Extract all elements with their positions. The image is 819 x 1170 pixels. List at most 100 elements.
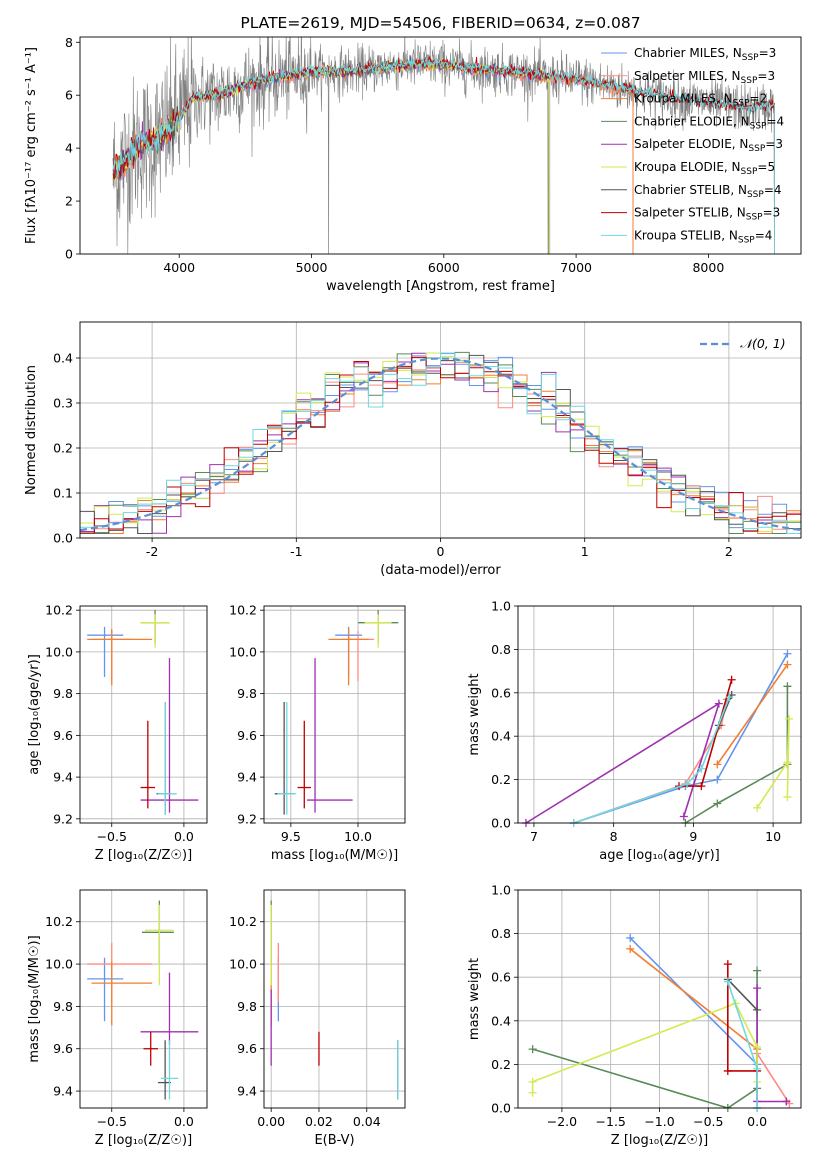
y-tick-label: 0.4 [53, 351, 73, 366]
axes-frame [263, 605, 406, 824]
weight-line [525, 701, 721, 824]
x-tick-label: 1 [581, 544, 589, 559]
y-tick-label: 10.2 [45, 603, 73, 618]
ticks: -2 -1 0 1 2 0.0 0.1 0.2 0.3 0.4 [53, 351, 733, 560]
weight-marker [528, 1045, 537, 1054]
x-tick-label: −2.0 [547, 1114, 577, 1129]
weight-marker [783, 660, 792, 669]
y-tick-label: 0.2 [491, 1057, 511, 1072]
legend-label: Kroupa ELODIE, NSSP=5 [634, 160, 775, 177]
axes-frame [517, 605, 802, 824]
x-tick-label: 5000 [296, 260, 328, 275]
weight-line [573, 653, 789, 824]
legend-label-text: Chabrier MILES, N [634, 46, 742, 60]
x-tick-label: 10.0 [344, 829, 372, 844]
legend-label-sub: SSP [747, 190, 764, 200]
errorbar-point [87, 628, 153, 686]
ticks: 4000 5000 6000 7000 8000 0 2 4 6 8 [65, 35, 724, 275]
legend-label-tail: =3 [759, 46, 777, 60]
x-tick-label: 8 [610, 829, 618, 844]
y-tick-label: 9.4 [237, 1084, 257, 1099]
errorbar-point [87, 626, 124, 677]
errorbar-point [142, 900, 174, 965]
legend-label-sub: SSP [742, 53, 759, 63]
x-tick-label: 0.02 [305, 1114, 333, 1129]
errorbar-point [306, 658, 353, 813]
age-vs-mass-panel: 9.5 10.0 9.2 9.4 9.6 9.8 10.0 10.2 mass [log₁₀(M… [229, 603, 406, 863]
y-tick-label: 9.2 [237, 811, 257, 826]
y-tick-label: 0.4 [491, 1013, 511, 1028]
y-tick-label: 0.6 [491, 970, 511, 985]
weight-marker [783, 758, 792, 767]
y-tick-label: 0.1 [53, 486, 73, 501]
weight-marker [753, 966, 762, 975]
weight-marker [679, 812, 688, 821]
spectrum-lines [112, 37, 775, 254]
y-tick-label: 0.0 [53, 531, 73, 546]
axes-frame [517, 889, 802, 1109]
error-bars [270, 900, 399, 1100]
weight-line [756, 1053, 790, 1105]
spectrum-panel: 4000 5000 6000 7000 8000 0 2 4 6 8 wavelength [Ang… [24, 14, 802, 294]
weight-marker [753, 1005, 762, 1014]
chart-title: PLATE=2619, MJD=54506, FIBERID=0634, z=0… [240, 14, 640, 32]
errorbar-point [87, 942, 153, 1003]
y-tick-label: 1.0 [491, 599, 511, 614]
weight-marker [683, 779, 692, 788]
y-tick-label: 0.8 [491, 926, 511, 941]
y-tick-label: 9.4 [53, 1084, 73, 1099]
x-axis-label: age [log₁₀(age/yr)] [599, 848, 720, 863]
weight-marker [783, 682, 792, 691]
weight-marker [697, 782, 706, 791]
x-axis-label: Z [log₁₀(Z/Z☉)] [95, 1133, 192, 1148]
legend-label: Salpeter MILES, NSSP=3 [634, 69, 775, 86]
x-tick-label: −1.0 [644, 1114, 674, 1129]
axes-frame [79, 36, 802, 255]
legend-label-tail: =4 [755, 228, 773, 242]
legend-label: Kroupa STELIB, NSSP=4 [634, 228, 772, 245]
x-tick-label: 8000 [692, 260, 724, 275]
legend-label-text: Kroupa STELIB, N [634, 228, 738, 242]
weight-marker [713, 775, 722, 784]
y-tick-label: 0.0 [491, 816, 511, 831]
errorbar-point [156, 701, 171, 815]
y-tick-label: 1.0 [491, 883, 511, 898]
y-tick-label: 9.4 [53, 770, 73, 785]
y-tick-label: 0.0 [491, 1101, 511, 1116]
grid [518, 605, 801, 824]
weight-marker [528, 1077, 537, 1086]
y-tick-label: 10.0 [229, 644, 257, 659]
y-tick-label: 0.6 [491, 685, 511, 700]
x-axis-label: Z [log₁₀(Z/Z☉)] [95, 848, 192, 863]
y-tick-label: 9.8 [53, 686, 73, 701]
gaussian-curve [80, 357, 801, 532]
y-tick-label: 9.8 [237, 999, 257, 1014]
x-tick-label: 0.0 [747, 1114, 767, 1129]
weight-marker [753, 1064, 762, 1073]
axes-frame [263, 889, 406, 1109]
x-tick-label: 0.04 [353, 1114, 381, 1129]
grid [80, 606, 207, 823]
legend-label-text: Salpeter STELIB, N [634, 206, 746, 220]
y-axis-label: Flux [fλ10⁻¹⁷ erg cm⁻² s⁻¹ A⁻¹] [24, 47, 39, 244]
y-axis-label: mass weight [467, 673, 482, 755]
y-tick-label: 10.0 [45, 644, 73, 659]
model-spectrum-line [112, 57, 551, 254]
weight-marker [723, 1066, 732, 1075]
errorbar-point [94, 631, 131, 682]
ticks: −0.5 0.0 9.4 9.6 9.8 10.0 10.2 [45, 914, 194, 1129]
legend-label-sub: SSP [738, 235, 755, 245]
y-tick-label: 4 [65, 141, 73, 156]
x-tick-label: 0.0 [174, 1114, 194, 1129]
y-tick-label: 9.4 [237, 770, 257, 785]
legend-label-tail: =3 [763, 206, 781, 220]
errorbar-point [341, 631, 375, 682]
axes-frame [79, 889, 208, 1109]
legend-label: Chabrier MILES, NSSP=3 [634, 46, 776, 63]
weight-line [756, 988, 787, 1103]
x-tick-label: 2 [725, 544, 733, 559]
weight-marker [753, 1042, 762, 1051]
weight-line [531, 1002, 758, 1093]
y-tick-label: 9.8 [237, 686, 257, 701]
